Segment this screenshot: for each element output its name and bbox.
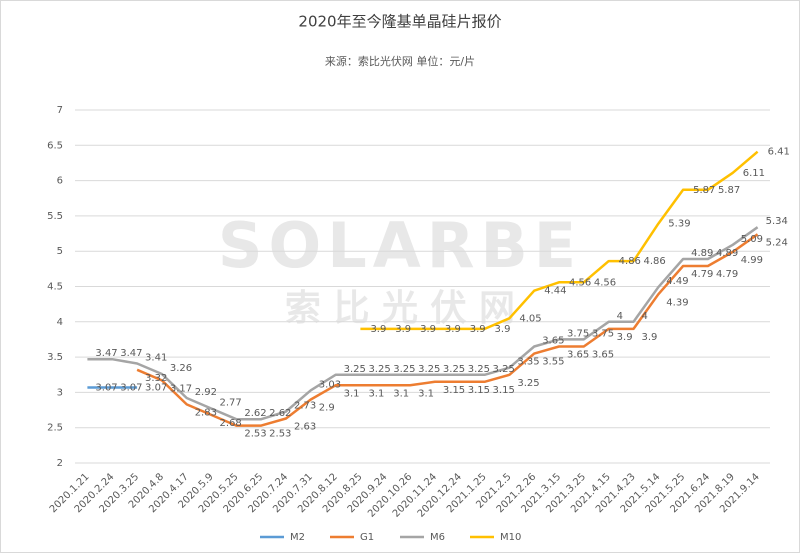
data-label: 6.11 xyxy=(743,168,765,179)
chart-title: 2020年至今隆基单晶硅片报价 xyxy=(298,13,501,31)
watermark: 索 比 光 伏 网 xyxy=(285,288,515,329)
data-label: 3.9 xyxy=(370,324,386,335)
data-label: 3.15 xyxy=(443,385,465,396)
data-label: 3.65 xyxy=(542,336,564,347)
y-tick-label: 3.5 xyxy=(47,352,63,363)
data-label: 3.25 xyxy=(443,364,465,375)
data-label: 3.25 xyxy=(517,378,539,389)
y-tick-label: 2 xyxy=(57,458,63,469)
data-label: 4.86 xyxy=(643,256,665,267)
data-label: 5.87 xyxy=(718,185,740,196)
series-line xyxy=(136,233,759,427)
data-label: 3.25 xyxy=(418,364,440,375)
data-label: 6.41 xyxy=(768,147,790,158)
chart-subtitle: 来源：索比光伏网 单位：元/片 xyxy=(325,54,475,68)
data-label: 4.99 xyxy=(741,255,763,266)
data-label: 4.49 xyxy=(666,276,688,287)
legend-label: M6 xyxy=(430,532,445,543)
data-label: 3.75 xyxy=(592,328,614,339)
data-label: 3.9 xyxy=(445,324,461,335)
data-label: 4 xyxy=(641,311,647,322)
data-label: 2.53 xyxy=(244,429,266,440)
data-label: 5.24 xyxy=(766,237,788,248)
data-label: 2.9 xyxy=(319,402,335,413)
y-tick-label: 2.5 xyxy=(47,423,63,434)
y-tick-label: 3 xyxy=(57,387,63,398)
y-tick-label: 6.5 xyxy=(47,140,63,151)
data-label: 3.65 xyxy=(567,350,589,361)
data-label: 4.56 xyxy=(569,277,591,288)
data-label: 3.1 xyxy=(393,388,409,399)
data-label: 3.9 xyxy=(495,324,511,335)
y-tick-label: 6 xyxy=(57,176,63,187)
data-label: 2.62 xyxy=(269,408,291,419)
data-label: 4.44 xyxy=(544,286,566,297)
y-tick-label: 5 xyxy=(57,246,63,257)
data-label: 2.92 xyxy=(195,387,217,398)
data-label: 3.9 xyxy=(617,332,633,343)
data-label: 3.9 xyxy=(641,332,657,343)
data-label: 2.73 xyxy=(294,400,316,411)
data-label: 4.89 xyxy=(716,248,738,259)
data-label: 3.25 xyxy=(344,364,366,375)
data-label: 3.25 xyxy=(493,364,515,375)
data-label: 5.09 xyxy=(741,234,763,245)
data-label: 2.63 xyxy=(294,422,316,433)
data-label: 3.35 xyxy=(517,357,539,368)
data-label: 3.9 xyxy=(470,324,486,335)
data-label: 3.07 xyxy=(120,382,142,393)
data-label: 3.9 xyxy=(420,324,436,335)
data-label: 3.17 xyxy=(170,383,192,394)
data-label: 5.87 xyxy=(693,185,715,196)
data-label: 2.53 xyxy=(269,429,291,440)
watermark: SOLARBE xyxy=(218,209,582,282)
legend-label: M2 xyxy=(290,532,305,543)
data-label: 5.34 xyxy=(766,216,788,227)
y-tick-label: 4 xyxy=(57,317,63,328)
data-label: 3.07 xyxy=(145,382,167,393)
data-label: 3.47 xyxy=(120,348,142,359)
data-label: 3.1 xyxy=(344,388,360,399)
data-label: 3.25 xyxy=(468,364,490,375)
data-label: 3.47 xyxy=(95,348,117,359)
legend-label: G1 xyxy=(360,532,374,543)
series-line xyxy=(360,150,759,331)
data-label: 3.65 xyxy=(592,350,614,361)
data-label: 3.03 xyxy=(319,379,341,390)
data-label: 4.86 xyxy=(619,256,641,267)
data-label: 3.15 xyxy=(493,385,515,396)
data-label: 3.15 xyxy=(468,385,490,396)
data-label: 3.55 xyxy=(542,357,564,368)
series-line xyxy=(87,226,759,421)
data-label: 4 xyxy=(617,311,623,322)
data-label: 3.1 xyxy=(368,388,384,399)
data-label: 3.25 xyxy=(393,364,415,375)
data-label: 3.07 xyxy=(95,382,117,393)
data-label: 4.56 xyxy=(594,277,616,288)
data-label: 3.41 xyxy=(145,352,167,363)
data-label: 4.39 xyxy=(666,297,688,308)
data-label: 2.77 xyxy=(220,398,242,409)
data-label: 3.32 xyxy=(145,373,167,384)
data-label: 2.62 xyxy=(244,408,266,419)
data-label: 3.9 xyxy=(395,324,411,335)
data-label: 4.89 xyxy=(691,248,713,259)
data-label: 4.05 xyxy=(519,313,541,324)
y-tick-label: 7 xyxy=(57,105,63,116)
legend-label: M10 xyxy=(500,532,521,543)
data-label: 4.79 xyxy=(691,269,713,280)
y-tick-label: 5.5 xyxy=(47,211,63,222)
data-label: 3.75 xyxy=(567,328,589,339)
data-label: 2.83 xyxy=(195,407,217,418)
data-label: 2.68 xyxy=(220,418,242,429)
data-label: 3.25 xyxy=(368,364,390,375)
data-label: 4.79 xyxy=(716,269,738,280)
data-label: 5.39 xyxy=(668,219,690,230)
data-label: 3.26 xyxy=(170,363,192,374)
y-tick-label: 4.5 xyxy=(47,282,63,293)
data-label: 3.1 xyxy=(418,388,434,399)
